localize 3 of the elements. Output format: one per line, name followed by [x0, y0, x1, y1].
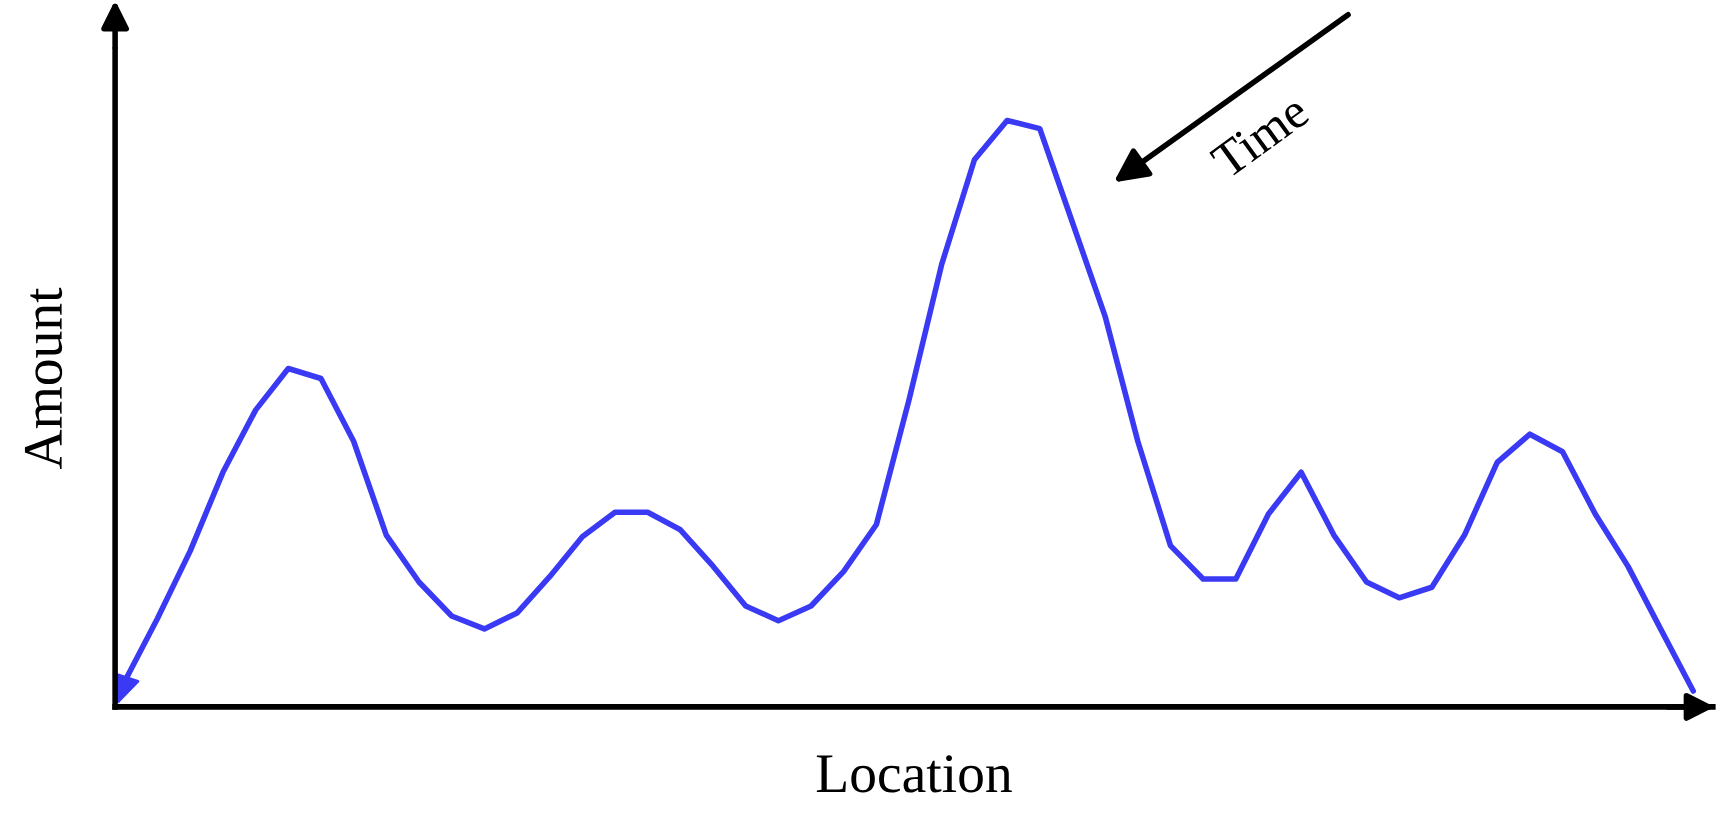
annotation: Time: [1209, 93, 1311, 180]
y-axis-title: Amount: [24, 287, 63, 469]
x-axis-title: Location: [816, 755, 1012, 793]
